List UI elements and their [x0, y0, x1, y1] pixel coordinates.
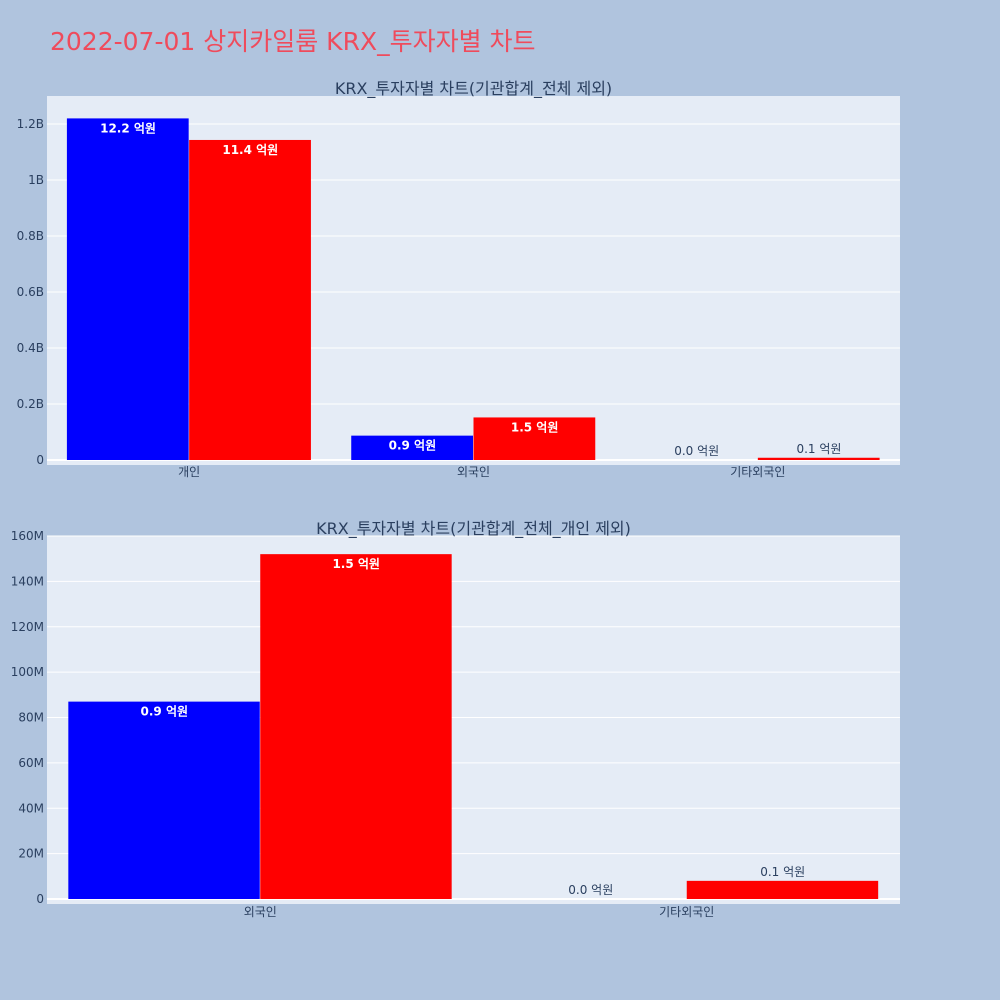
- data-label: 1.5 억원: [511, 420, 559, 434]
- chart-title: KRX_투자자별 차트(기관합계_전체 제외): [335, 79, 612, 99]
- y-tick-label: 40M: [18, 801, 44, 815]
- y-tick-label: 80M: [18, 711, 44, 725]
- y-tick-label: 0.2B: [17, 397, 44, 411]
- bar: [66, 118, 189, 461]
- y-tick-label: 120M: [11, 620, 44, 634]
- data-label: 0.0 억원: [568, 883, 613, 897]
- x-tick-label: 기타외국인: [730, 465, 785, 479]
- y-tick-label: 1.2B: [17, 117, 44, 131]
- y-tick-label: 100M: [11, 665, 44, 679]
- y-tick-label: 20M: [18, 847, 44, 861]
- y-tick-label: 0.4B: [17, 341, 44, 355]
- data-label: 0.1 억원: [760, 865, 805, 879]
- x-tick-label: 기타외국인: [659, 905, 714, 919]
- y-tick-label: 1B: [28, 173, 44, 187]
- bar: [260, 554, 452, 899]
- data-label: 11.4 억원: [222, 143, 278, 157]
- y-tick-label: 0: [36, 892, 44, 906]
- data-label: 1.5 억원: [332, 557, 380, 571]
- bar: [68, 701, 260, 899]
- bar: [686, 880, 879, 899]
- bar: [757, 457, 880, 460]
- y-tick-label: 60M: [18, 756, 44, 770]
- x-tick-label: 외국인: [244, 905, 277, 919]
- data-label: 0.1 억원: [796, 442, 841, 456]
- chart-title: KRX_투자자별 차트(기관합계_전체_개인 제외): [316, 519, 631, 539]
- y-tick-label: 0: [36, 453, 44, 467]
- y-tick-label: 160M: [11, 529, 44, 543]
- x-tick-label: 개인: [178, 465, 200, 479]
- bar: [473, 417, 596, 460]
- x-tick-label: 외국인: [457, 465, 490, 479]
- y-tick-label: 0.6B: [17, 285, 44, 299]
- bar: [189, 139, 311, 460]
- data-label: 12.2 억원: [100, 121, 156, 135]
- y-tick-label: 140M: [11, 574, 44, 588]
- bar: [351, 435, 473, 460]
- y-tick-label: 0.8B: [17, 229, 44, 243]
- data-label: 0.9 억원: [141, 705, 189, 719]
- page-title: 2022-07-01 상지카일룸 KRX_투자자별 차트: [50, 27, 536, 56]
- data-label: 0.0 억원: [674, 444, 719, 458]
- data-label: 0.9 억원: [389, 439, 437, 453]
